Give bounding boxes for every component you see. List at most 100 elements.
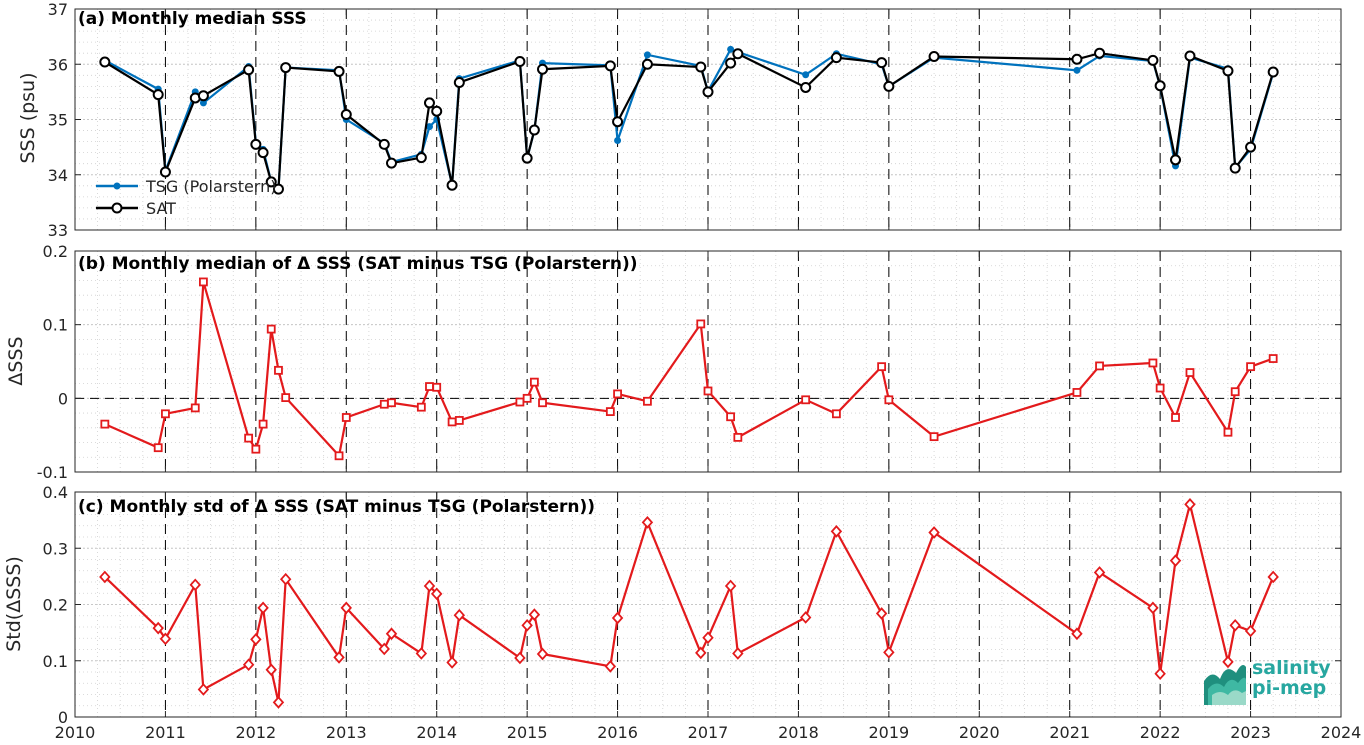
data-point: [387, 398, 396, 408]
data-point: [604, 660, 617, 673]
panel-a-ylabel: SSS (psu): [17, 72, 39, 163]
x-tick-label: 2013: [326, 723, 367, 742]
data-point: [152, 621, 164, 635]
data-point: [1169, 554, 1182, 567]
data-point: [727, 45, 735, 53]
data-point: [1093, 566, 1106, 579]
data-point: [257, 147, 269, 159]
data-point: [641, 58, 653, 70]
data-point: [613, 389, 622, 399]
data-point: [425, 123, 433, 131]
data-point: [333, 651, 345, 664]
data-point: [1154, 667, 1166, 681]
data-point: [928, 526, 940, 539]
panel-b-ylabel: ΔSSS: [5, 336, 27, 385]
data-point: [1071, 627, 1083, 641]
data-point: [1222, 65, 1234, 77]
data-point: [190, 403, 200, 413]
data-point: [272, 183, 284, 195]
y-tick-label: 0.2: [43, 242, 68, 261]
x-tick-label: 2014: [416, 723, 457, 742]
data-point: [883, 80, 895, 92]
data-point: [379, 399, 389, 409]
data-point: [1148, 358, 1158, 368]
data-point: [250, 633, 262, 646]
data-point: [446, 656, 458, 669]
data-point: [265, 176, 277, 188]
data-point: [1268, 354, 1278, 363]
series-line: [104, 504, 1275, 703]
data-point: [1072, 388, 1082, 397]
data-point: [251, 444, 261, 454]
data-point: [447, 417, 457, 427]
data-point: [272, 696, 285, 709]
data-point: [152, 89, 164, 101]
x-tick-label: 2022: [1140, 723, 1181, 742]
data-point: [1147, 601, 1159, 615]
data-point: [99, 570, 111, 584]
data-point: [415, 152, 427, 164]
data-point: [1230, 387, 1240, 397]
data-point: [801, 395, 811, 405]
data-point: [1245, 141, 1257, 153]
data-point: [159, 166, 171, 178]
data-point: [521, 152, 533, 164]
data-point: [431, 105, 443, 117]
x-tick-label: 2021: [1049, 723, 1090, 742]
data-point: [830, 52, 842, 64]
data-point: [830, 525, 843, 538]
panel-b-delta-sss: -0.1 0 0.1 0.2 (b) Monthly median of Δ SSS …: [5, 242, 1342, 482]
data-point: [929, 432, 939, 442]
logo-waves-icon: [1204, 665, 1246, 705]
panel-c-std-delta-sss: 0 0.1 0.2 0.3 0.4 2010 2011 2012 2013 2014 2015 201…: [3, 483, 1361, 742]
x-tick-label: 2010: [55, 723, 96, 742]
data-point: [250, 138, 262, 150]
x-tick-label: 2023: [1230, 723, 1271, 742]
x-tick-label: 2015: [507, 723, 548, 742]
data-point: [514, 55, 526, 67]
x-tick-label: 2018: [778, 723, 819, 742]
legend-sat-label: SAT: [146, 199, 176, 218]
y-tick-label: 0.1: [43, 316, 68, 335]
data-point: [832, 409, 841, 419]
data-point: [522, 393, 532, 403]
data-point: [1267, 570, 1279, 584]
legend-sat-marker: [111, 202, 123, 214]
y-tick-label: -0.1: [37, 463, 68, 482]
data-point: [1147, 54, 1159, 66]
data-point: [99, 56, 111, 68]
data-point: [612, 116, 624, 128]
data-point: [732, 48, 744, 60]
y-tick-label: 35: [48, 111, 68, 130]
y-tick-label: 0.1: [43, 652, 68, 671]
legend-tsg-marker: [113, 182, 121, 190]
data-point: [423, 97, 435, 109]
data-point: [416, 402, 426, 412]
data-point: [514, 651, 526, 665]
data-point: [334, 451, 344, 461]
data-point: [279, 572, 292, 586]
data-point: [528, 608, 541, 621]
data-point: [197, 683, 210, 696]
y-tick-label: 0: [58, 708, 68, 727]
series-line: [104, 281, 1274, 459]
data-point: [1244, 624, 1257, 638]
data-point: [1171, 413, 1180, 422]
data-point: [1229, 162, 1241, 174]
series-line: [104, 52, 1275, 192]
data-point: [415, 647, 428, 660]
data-point: [274, 365, 283, 375]
salinity-pi-mep-logo: salinity pi-mep: [1202, 655, 1342, 711]
data-point: [536, 647, 549, 661]
x-tick-label: 2019: [868, 723, 909, 742]
legend-tsg-label: TSG (Polarstern): [145, 177, 276, 196]
data-point: [515, 397, 525, 407]
data-point: [726, 412, 736, 422]
data-point: [529, 377, 539, 387]
data-point: [875, 607, 888, 620]
data-point: [1229, 618, 1241, 632]
logo-text-salinity: salinity: [1252, 657, 1331, 679]
data-point: [386, 157, 397, 169]
data-point: [199, 99, 207, 107]
data-point: [432, 382, 442, 392]
